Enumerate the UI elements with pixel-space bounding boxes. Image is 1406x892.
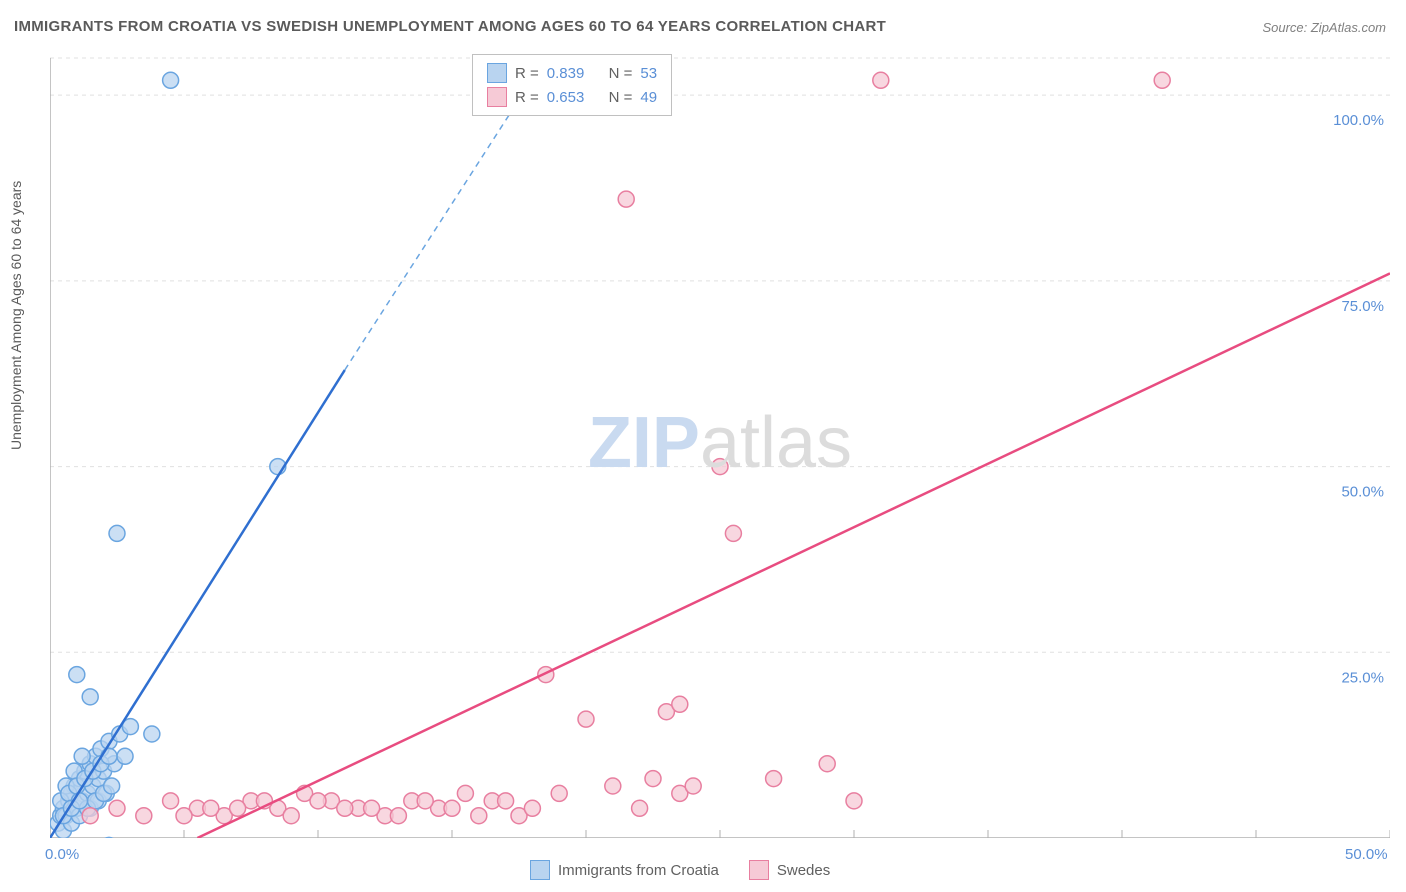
series-legend: Immigrants from Croatia Swedes [530,860,830,880]
legend-swatch-icon [487,63,507,83]
legend-r-value: 0.653 [547,89,585,106]
legend-r-value: 0.839 [547,65,585,82]
legend-swatch-icon [487,87,507,107]
legend-row: R = 0.653 N = 49 [487,85,657,109]
legend-r-label: R = [515,89,539,106]
legend-swatch-icon [530,860,550,880]
svg-text:25.0%: 25.0% [1341,669,1384,686]
legend-n-label: N = [609,89,633,106]
legend-n-value: 49 [640,89,657,106]
axis-tick-label: 0.0% [45,846,79,863]
legend-item-label: Swedes [777,862,830,879]
legend-n-value: 53 [640,65,657,82]
legend-item: Immigrants from Croatia [530,860,719,880]
legend-row: R = 0.839 N = 53 [487,61,657,85]
legend-r-label: R = [515,65,539,82]
chart-container: IMMIGRANTS FROM CROATIA VS SWEDISH UNEMP… [0,0,1406,892]
legend-item-label: Immigrants from Croatia [558,862,719,879]
svg-text:50.0%: 50.0% [1341,484,1384,501]
legend-n-label: N = [609,65,633,82]
chart-title: IMMIGRANTS FROM CROATIA VS SWEDISH UNEMP… [14,18,886,35]
source-attribution: Source: ZipAtlas.com [1262,20,1386,35]
svg-text:75.0%: 75.0% [1341,298,1384,315]
chart-svg: 25.0% 50.0% 75.0% 100.0% [50,48,1390,838]
svg-text:100.0%: 100.0% [1333,112,1384,129]
chart-plot-area: 25.0%50.0%75.0%100.0% ZIPatlas [50,48,1390,838]
axis-tick-label: 50.0% [1345,846,1388,863]
y-axis-label: Unemployment Among Ages 60 to 64 years [8,181,24,450]
legend-swatch-icon [749,860,769,880]
correlation-legend: R = 0.839 N = 53 R = 0.653 N = 49 [472,54,672,116]
legend-item: Swedes [749,860,830,880]
